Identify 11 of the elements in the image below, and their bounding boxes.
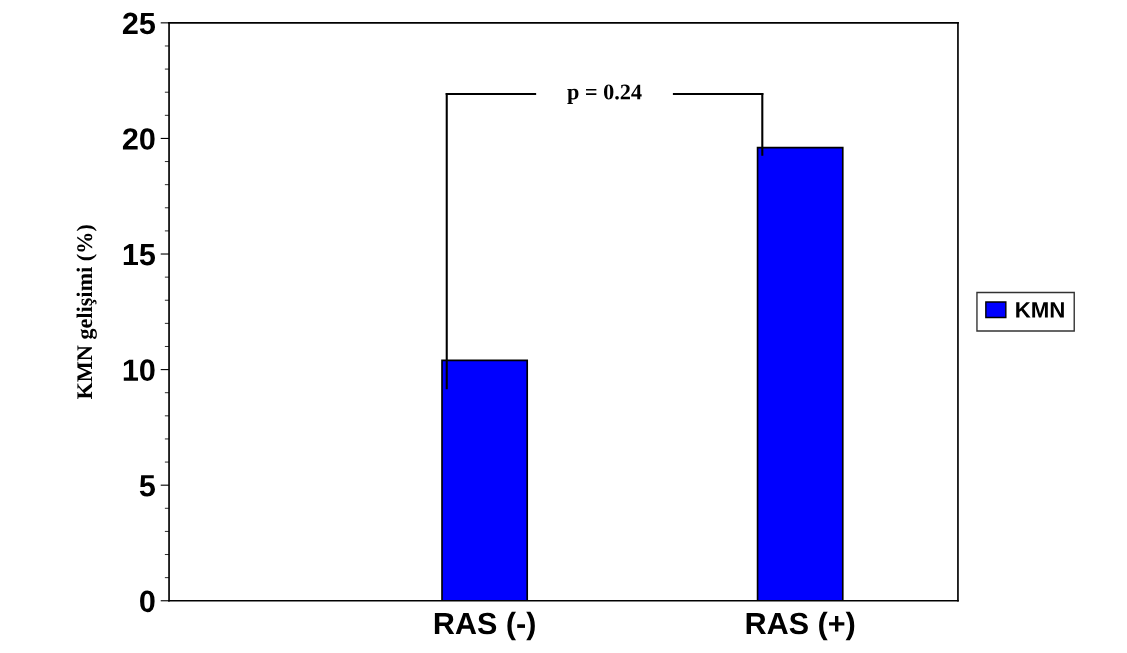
- y-tick-label: 15: [123, 244, 156, 266]
- annotation: p = 0.24: [567, 84, 642, 105]
- y-tick-label: 20: [122, 128, 155, 150]
- y-axis-title: KMN gelişimi (%): [76, 225, 97, 400]
- x-tick-label: RAS (-): [434, 611, 535, 641]
- legend-label: KMN: [1016, 302, 1064, 318]
- y-tick-label: 25: [122, 12, 156, 35]
- y-tick-label: 0: [140, 590, 155, 613]
- x-tick-label: RAS (+): [746, 611, 855, 641]
- y-tick-label: 5: [139, 475, 156, 497]
- y-tick-label: 10: [123, 359, 155, 381]
